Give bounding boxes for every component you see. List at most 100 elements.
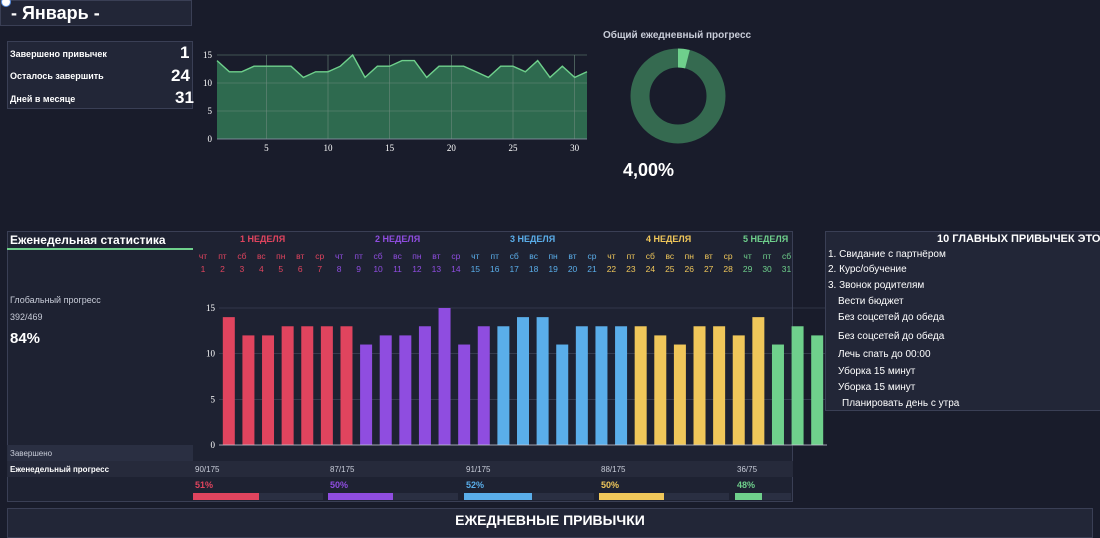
day-number: 14 (451, 264, 461, 274)
day-number: 21 (587, 264, 597, 274)
day-number: 23 (626, 264, 636, 274)
day-number: 2 (220, 264, 225, 274)
bar (399, 335, 412, 445)
y-tick-label: 15 (206, 303, 216, 313)
day-number: 25 (665, 264, 675, 274)
week-percent-1: 51% (195, 480, 214, 490)
global-progress-count: 392/469 (10, 312, 43, 322)
day-abbr: сб (645, 251, 655, 261)
day-abbr: вт (432, 251, 441, 261)
bar (242, 335, 255, 445)
week-progress-track-3 (464, 493, 594, 500)
top10-panel (825, 231, 1100, 411)
day-abbr: вс (257, 251, 266, 261)
stat-completed-value: 1 (180, 43, 190, 62)
weekly-progress-row (7, 461, 793, 477)
global-progress-percent: 84% (10, 330, 41, 347)
selection-handle[interactable] (1, 0, 11, 7)
day-number: 5 (278, 264, 284, 274)
week-percent-5: 48% (737, 480, 756, 490)
top10-item: Вести бюджет (838, 296, 904, 307)
day-abbr: пн (548, 251, 558, 261)
day-abbr: пн (684, 251, 694, 261)
bar (536, 317, 549, 445)
bar (732, 335, 745, 445)
top10-item: 3. Звонок родителям (828, 280, 925, 291)
series-line (216, 53, 588, 79)
ring-progress-arc (677, 48, 690, 69)
day-abbr: пт (490, 251, 500, 261)
bar (811, 335, 824, 445)
day-number: 28 (723, 264, 733, 274)
day-abbr: чт (607, 251, 616, 261)
day-number: 16 (490, 264, 500, 274)
week-progress-fill-4 (599, 493, 664, 500)
stat-days-value: 31 (175, 88, 194, 107)
y-tick-label: 10 (203, 78, 213, 88)
top10-item: Без соцсетей до обеда (838, 312, 945, 323)
bar (791, 326, 804, 445)
day-number: 10 (373, 264, 383, 274)
bar (615, 326, 628, 445)
bar (575, 326, 588, 445)
x-tick-label: 15 (385, 143, 395, 153)
ring-track (630, 48, 726, 144)
bar (477, 326, 490, 445)
bar (673, 344, 686, 445)
week-progress-track-2 (328, 493, 458, 500)
day-abbr: ср (723, 251, 733, 261)
day-abbr: сб (373, 251, 383, 261)
stats-panel (7, 41, 193, 109)
x-tick-label: 30 (570, 143, 580, 153)
bar (634, 326, 647, 445)
top10-title: 10 ГЛАВНЫХ ПРИВЫЧЕК ЭТО (937, 233, 1100, 245)
top10-item: Планировать день с утра (842, 398, 960, 409)
day-number: 11 (393, 264, 402, 274)
week-percent-3: 52% (466, 480, 485, 490)
bar (771, 344, 784, 445)
week-progress-fill-3 (464, 493, 532, 500)
day-number: 26 (684, 264, 694, 274)
y-tick-label: 10 (206, 349, 216, 359)
week-label-5: 5 НЕДЕЛЯ (743, 234, 789, 244)
bar (556, 344, 569, 445)
day-number: 9 (356, 264, 361, 274)
day-abbr: пн (412, 251, 422, 261)
bar (320, 326, 333, 445)
ring-percent: 4,00% (623, 160, 675, 180)
bar (301, 326, 314, 445)
week-progress-track-4 (599, 493, 729, 500)
week-progress-track-1 (193, 493, 323, 500)
day-abbr: пт (762, 251, 772, 261)
day-abbr: пт (218, 251, 227, 261)
day-number: 31 (781, 264, 792, 274)
done-row (7, 445, 193, 461)
daily-habits-title: ЕЖЕДНЕВНЫЕ ПРИВЫЧКИ (455, 512, 645, 528)
weekly-title: Еженедельная статистика (10, 233, 166, 247)
week-label-2: 2 НЕДЕЛЯ (375, 234, 421, 244)
day-abbr: сб (509, 251, 519, 261)
bar (360, 344, 373, 445)
global-progress-label: Глобальный прогресс (10, 295, 101, 305)
top10-item: Без соцсетей до обеда (838, 331, 945, 342)
daily-area-chart: 0 5 10 15 5 10 15 20 25 30 (203, 50, 588, 153)
x-tick-label: 20 (447, 143, 457, 153)
y-tick-label: 5 (211, 394, 216, 404)
week-count-3: 91/175 (466, 465, 491, 474)
done-label: Завершено (10, 449, 53, 458)
day-abbr: вт (704, 251, 713, 261)
day-number: 19 (548, 264, 558, 274)
day-abbr: пт (626, 251, 636, 261)
bar (693, 326, 706, 445)
week-percent-2: 50% (330, 480, 349, 490)
day-number: 30 (762, 264, 772, 274)
bar (517, 317, 529, 445)
y-tick-label: 15 (203, 50, 213, 60)
day-abbr: чт (198, 251, 208, 261)
day-abbr: чт (471, 251, 480, 261)
bar (281, 326, 294, 445)
day-abbr: чт (743, 251, 752, 261)
daily-bar-chart: 0 5 10 15 (206, 303, 827, 450)
day-abbr: вс (529, 251, 538, 261)
day-number: 17 (509, 264, 519, 274)
